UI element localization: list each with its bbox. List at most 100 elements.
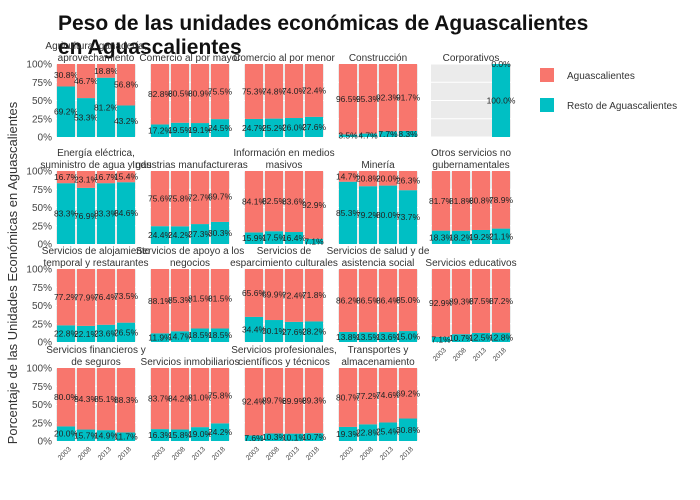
facet-title-line: Servicios de salud y de: [327, 246, 430, 257]
bar-resto: [285, 321, 303, 342]
data-label-aguascalientes: 75.5%: [208, 87, 233, 97]
bar-aguascalientes: [359, 269, 377, 333]
bar-aguascalientes: [171, 171, 189, 227]
facet-title-line: Comercio al por menor: [233, 53, 335, 64]
bar-resto: [265, 433, 283, 441]
y-tick-label: 50%: [32, 400, 52, 411]
y-tick-label: 100%: [26, 60, 52, 71]
legend-swatch: [540, 98, 554, 112]
facet-panel: Energía eléctrica, suministro de agua y g…: [26, 148, 151, 251]
bar-aguascalientes: [379, 171, 397, 186]
data-label-resto: 34.4%: [242, 324, 267, 334]
bar-resto: [97, 183, 115, 244]
facet-title-line: científicos y técnicos: [238, 357, 330, 368]
data-label-aguascalientes: 88.1%: [148, 296, 173, 306]
data-label-resto: 30.8%: [396, 425, 421, 435]
x-tick-label: 2003: [151, 446, 167, 462]
data-label-aguascalientes: 72.4%: [282, 290, 307, 300]
data-label-aguascalientes: 77.2%: [356, 391, 381, 401]
bar-resto: [97, 77, 115, 137]
data-label-aguascalientes: 16.7%: [54, 172, 79, 182]
facet-title-line: Construcción: [349, 53, 407, 64]
data-label-aguascalientes: 92.3%: [376, 93, 401, 103]
data-label-resto: 73.7%: [396, 212, 421, 222]
data-label-resto: 3.5%: [338, 131, 358, 141]
bar-resto: [432, 336, 450, 342]
facet-panel: Servicios inmobiliarios 83.7% 16.3% 2003 84.…: [141, 357, 240, 462]
data-label-resto: 23.6%: [94, 328, 119, 338]
facet-title-line: Transportes y: [348, 345, 409, 356]
data-label-aguascalientes: 72.7%: [188, 193, 213, 203]
bar-resto: [359, 424, 377, 441]
bar-resto: [379, 332, 397, 342]
bar-aguascalientes: [305, 171, 323, 239]
bar-aguascalientes: [265, 64, 283, 119]
data-label-aguascalientes: 76.4%: [94, 292, 119, 302]
bar-aguascalientes: [191, 171, 209, 225]
bar-aguascalientes: [211, 64, 229, 120]
x-tick-label: 2003: [57, 446, 73, 462]
bar-resto: [339, 331, 357, 342]
x-tick-label: 2008: [171, 446, 187, 462]
data-label-resto: 24.2%: [208, 427, 233, 437]
facet-title-line: Información en medios: [233, 148, 334, 159]
data-label-aguascalientes: 92.9%: [302, 200, 327, 210]
bar-resto: [245, 316, 263, 342]
bar-aguascalientes: [171, 368, 189, 430]
bar-aguascalientes: [245, 368, 263, 436]
data-label-aguascalientes: 85.0%: [396, 295, 421, 305]
bar-resto: [57, 325, 75, 342]
data-label-resto: 7.7%: [378, 129, 398, 139]
data-label-aguascalientes: 92.9%: [429, 298, 454, 308]
data-label-aguascalientes: 30.8%: [54, 70, 79, 80]
facet-title-line: Servicios de apoyo a los: [136, 246, 244, 257]
data-label-aguascalientes: 84.2%: [168, 394, 193, 404]
legend-label: Resto de Aguascalientes: [567, 101, 677, 112]
x-tick-label: 2018: [211, 446, 227, 462]
facet-panel: Servicios financieros y de seguros 80.0% 20…: [26, 345, 145, 462]
data-label-aguascalientes: 75.3%: [242, 86, 267, 96]
bar-resto: [472, 229, 490, 244]
bar-resto: [151, 226, 169, 244]
bar-resto: [211, 221, 229, 244]
legend: Aguascalientes Resto de Aguascalientes: [540, 68, 677, 112]
data-label-resto: 26.0%: [282, 123, 307, 133]
data-label-aguascalientes: 87.5%: [469, 296, 494, 306]
y-tick-label: 0%: [38, 437, 53, 448]
bar-aguascalientes: [211, 171, 229, 222]
x-tick-label: 2008: [265, 446, 281, 462]
bar-aguascalientes: [97, 269, 115, 325]
bar-aguascalientes: [151, 171, 169, 227]
bar-resto: [399, 331, 417, 342]
legend-label: Aguascalientes: [567, 71, 635, 82]
facet-title: Agricultura, ganadería, aprovechamiento: [45, 41, 146, 64]
data-label-aguascalientes: 77.2%: [54, 292, 79, 302]
bar-resto: [57, 426, 75, 441]
bar-resto: [379, 185, 397, 244]
data-label-aguascalientes: 75.8%: [208, 391, 233, 401]
data-label-resto: 19.2%: [469, 232, 494, 242]
bar-resto: [399, 190, 417, 244]
data-label-aguascalientes: 74.0%: [282, 86, 307, 96]
bar-aguascalientes: [191, 64, 209, 124]
data-label-resto: 15.7%: [74, 430, 99, 440]
bar-aguascalientes: [472, 269, 490, 333]
y-tick-label: 75%: [32, 283, 52, 294]
y-tick-label: 25%: [32, 221, 52, 232]
data-label-aguascalientes: 69.7%: [208, 191, 233, 201]
facet-panel: Servicios educativos 92.9% 7.1% 2003 89.3% 10…: [425, 258, 516, 363]
facet-panel: Comercio al por menor 75.3% 24.7% 74.8% 25.2…: [233, 53, 336, 138]
bar-resto: [305, 238, 323, 244]
bar-aguascalientes: [245, 269, 263, 317]
bar-aguascalientes: [57, 368, 75, 427]
data-label-aguascalientes: 86.5%: [356, 296, 381, 306]
data-label-resto: 18.5%: [188, 330, 213, 340]
data-label-resto: 12.5%: [469, 332, 494, 342]
x-tick-label: 2008: [359, 446, 375, 462]
bar-aguascalientes: [305, 269, 323, 322]
data-label-resto: 21.1%: [489, 231, 514, 241]
facet-title-line: negocios: [170, 258, 210, 269]
facet-title-line: Servicios profesionales,: [231, 345, 337, 356]
data-label-aguascalientes: 0.0%: [491, 59, 511, 69]
data-label-resto: 13.5%: [356, 332, 381, 342]
